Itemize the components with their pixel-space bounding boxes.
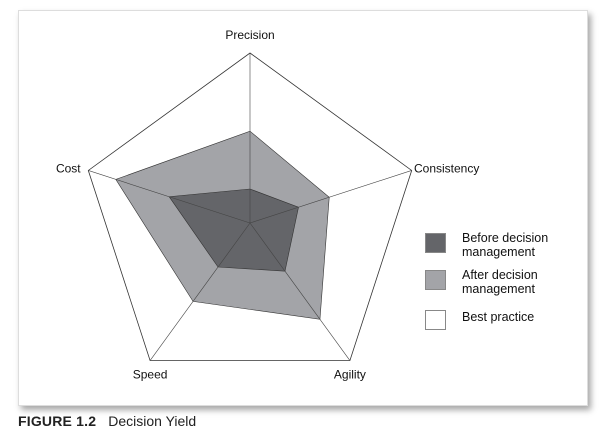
legend-swatch-best (425, 310, 446, 330)
legend-label-best: Best practice (462, 310, 535, 324)
legend-swatch-after (425, 270, 446, 290)
legend-swatch-before (425, 233, 446, 253)
legend-label-before: Before decision management (462, 231, 549, 259)
axis-line-cost (88, 170, 251, 224)
legend-item-after: After decision management (425, 268, 582, 296)
axis-label-precision: Precision (225, 28, 274, 42)
axis-line-agility (249, 222, 351, 361)
axis-label-agility: Agility (334, 368, 366, 382)
legend-item-best: Best practice (425, 308, 582, 330)
axis-label-consistency: Consistency (414, 161, 479, 175)
figure-number: FIGURE 1.2 (18, 413, 97, 429)
figure-caption: FIGURE 1.2 Decision Yield (18, 413, 196, 429)
series-before-decision-management (168, 188, 299, 272)
figure-title: Decision Yield (108, 413, 197, 429)
axis-label-cost: Cost (56, 161, 81, 175)
axis-line-consistency (249, 170, 412, 224)
legend-item-before: Before decision management (425, 231, 582, 259)
axis-line-speed (149, 222, 251, 361)
axis-label-speed: Speed (133, 368, 168, 382)
legend-label-after: After decision management (462, 268, 538, 296)
